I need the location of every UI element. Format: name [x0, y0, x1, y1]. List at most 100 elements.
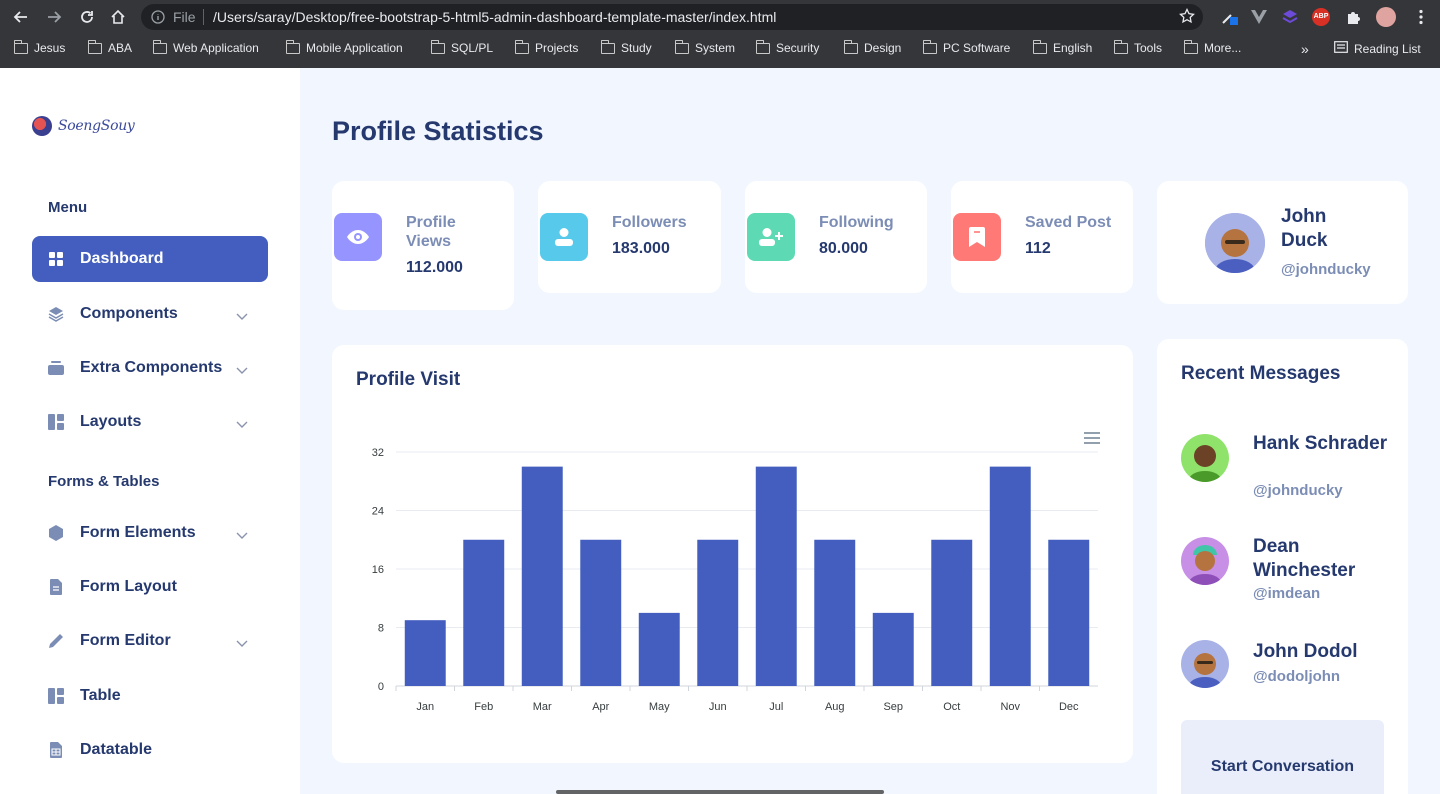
chart-bar-may[interactable] — [638, 612, 680, 686]
reading-list-icon — [1334, 41, 1348, 56]
message-item[interactable]: John Dodol @dodoljohn — [1181, 640, 1391, 700]
bookmark-folder[interactable]: English — [1033, 39, 1092, 55]
profile-card[interactable]: John Duck @johnducky — [1157, 181, 1408, 304]
stat-label: Following — [819, 214, 894, 231]
person-add-icon — [747, 213, 795, 261]
sidebar-item-form-elements[interactable]: Form Elements — [32, 510, 268, 556]
eyedropper-extension-icon[interactable] — [1220, 8, 1238, 26]
y-tick-label: 0 — [378, 681, 384, 693]
bookmark-folder[interactable]: Study — [601, 39, 652, 55]
chart-bar-feb[interactable] — [463, 539, 505, 686]
message-sender-handle: @dodoljohn — [1253, 668, 1341, 685]
puzzle-extensions-icon[interactable] — [1345, 8, 1363, 26]
message-sender-name: Dean Winchester — [1253, 536, 1356, 581]
x-tick-label: Oct — [943, 701, 960, 713]
address-bar[interactable]: File /Users/saray/Desktop/free-bootstrap… — [141, 4, 1203, 30]
folder-icon — [756, 39, 770, 54]
message-item[interactable]: Hank Schrader @johnducky — [1181, 433, 1391, 514]
avatar — [1181, 640, 1229, 688]
stat-card-following: Following 80.000 — [745, 181, 927, 293]
chart-bar-jan[interactable] — [404, 620, 446, 686]
profile-name: John Duck — [1281, 206, 1328, 251]
bookmark-folder[interactable]: PC Software — [923, 39, 1010, 55]
hamburger-menu-icon[interactable] — [1084, 431, 1100, 449]
folder-icon — [844, 39, 858, 54]
logo[interactable]: SoengSouy — [32, 116, 135, 136]
chart-bar-apr[interactable] — [580, 539, 622, 686]
message-sender-handle: @johnducky — [1253, 482, 1343, 499]
sidebar-item-components[interactable]: Components — [32, 291, 268, 337]
x-tick-label: Aug — [825, 701, 845, 713]
stack-extension-icon[interactable] — [1281, 8, 1299, 26]
chart-bar-nov[interactable] — [989, 466, 1031, 686]
hexagon-icon — [48, 525, 64, 541]
file-spreadsheet-icon — [48, 742, 64, 758]
folder-icon — [923, 39, 937, 54]
folder-icon — [14, 39, 28, 54]
info-icon[interactable] — [151, 10, 165, 29]
sidebar-item-layouts[interactable]: Layouts — [32, 399, 268, 445]
chart-bar-aug[interactable] — [814, 539, 856, 686]
eye-icon — [334, 213, 382, 261]
folder-icon — [515, 39, 529, 54]
y-tick-label: 32 — [372, 447, 384, 459]
vue-extension-icon[interactable] — [1250, 8, 1268, 26]
bookmark-folder[interactable]: SQL/PL — [431, 39, 493, 55]
avatar — [1181, 537, 1229, 585]
grid-1x2-icon — [48, 688, 64, 704]
reading-list-button[interactable]: Reading List — [1334, 41, 1421, 56]
star-icon[interactable] — [1179, 7, 1195, 29]
folder-icon — [601, 39, 615, 54]
horizontal-scrollbar[interactable] — [556, 790, 884, 794]
bookmarks-overflow-button[interactable]: » — [1301, 41, 1309, 57]
chart-bar-jun[interactable] — [697, 539, 739, 686]
folder-icon — [431, 39, 445, 54]
sidebar-item-form-editor[interactable]: Form Editor — [32, 618, 268, 664]
stat-label: Followers — [612, 214, 687, 231]
chart-title: Profile Visit — [356, 369, 461, 390]
chart-bar-dec[interactable] — [1048, 539, 1090, 686]
chart-bar-sep[interactable] — [872, 612, 914, 686]
back-icon[interactable] — [10, 6, 32, 28]
bookmark-folder[interactable]: ABA — [88, 39, 132, 55]
adblock-extension-icon[interactable]: ABP — [1312, 8, 1330, 26]
recent-messages-card: Recent Messages Hank Schrader @johnducky… — [1157, 339, 1408, 794]
message-item[interactable]: Dean Winchester @imdean — [1181, 536, 1391, 617]
reload-icon[interactable] — [76, 6, 98, 28]
bookmark-folder[interactable]: More... — [1184, 39, 1241, 55]
chart-bar-oct[interactable] — [931, 539, 973, 686]
collection-icon — [48, 360, 64, 376]
page-title: Profile Statistics — [332, 116, 544, 146]
url-text[interactable]: /Users/saray/Desktop/free-bootstrap-5-ht… — [213, 9, 777, 25]
forward-icon[interactable] — [43, 6, 65, 28]
bookmark-folder[interactable]: Mobile Application — [286, 39, 403, 55]
bookmark-folder[interactable]: Projects — [515, 39, 578, 55]
avatar — [1181, 434, 1229, 482]
logo-text: SoengSouy — [58, 118, 135, 134]
kebab-menu-icon[interactable] — [1412, 8, 1430, 26]
start-conversation-button[interactable]: Start Conversation — [1181, 720, 1384, 794]
stat-value: 112.000 — [406, 259, 463, 276]
folder-icon — [1033, 39, 1047, 54]
sidebar-item-form-layout[interactable]: Form Layout — [32, 564, 268, 610]
bookmark-folder[interactable]: Jesus — [14, 39, 65, 55]
chart-bar-jul[interactable] — [755, 466, 797, 686]
profile-avatar-icon[interactable] — [1376, 7, 1396, 27]
sidebar-item-dashboard[interactable]: Dashboard — [32, 236, 268, 282]
chart-bar-mar[interactable] — [521, 466, 563, 686]
bookmark-folder[interactable]: Design — [844, 39, 901, 55]
sidebar-item-table[interactable]: Table — [32, 673, 268, 719]
sidebar-item-datatable[interactable]: Datatable — [32, 727, 268, 773]
stat-value: 80.000 — [819, 240, 868, 257]
sidebar-item-extra-components[interactable]: Extra Components — [32, 345, 268, 391]
bookmark-folder[interactable]: System — [675, 39, 735, 55]
folder-icon — [88, 39, 102, 54]
stat-card-saved-post: Saved Post 112 — [951, 181, 1133, 293]
bookmark-folder[interactable]: Security — [756, 39, 819, 55]
home-icon[interactable] — [107, 6, 129, 28]
bookmark-folder[interactable]: Tools — [1114, 39, 1162, 55]
folder-icon — [675, 39, 689, 54]
bookmark-folder[interactable]: Web Application — [153, 39, 259, 55]
chevron-down-icon — [236, 362, 248, 380]
logo-mark-icon — [32, 116, 52, 136]
